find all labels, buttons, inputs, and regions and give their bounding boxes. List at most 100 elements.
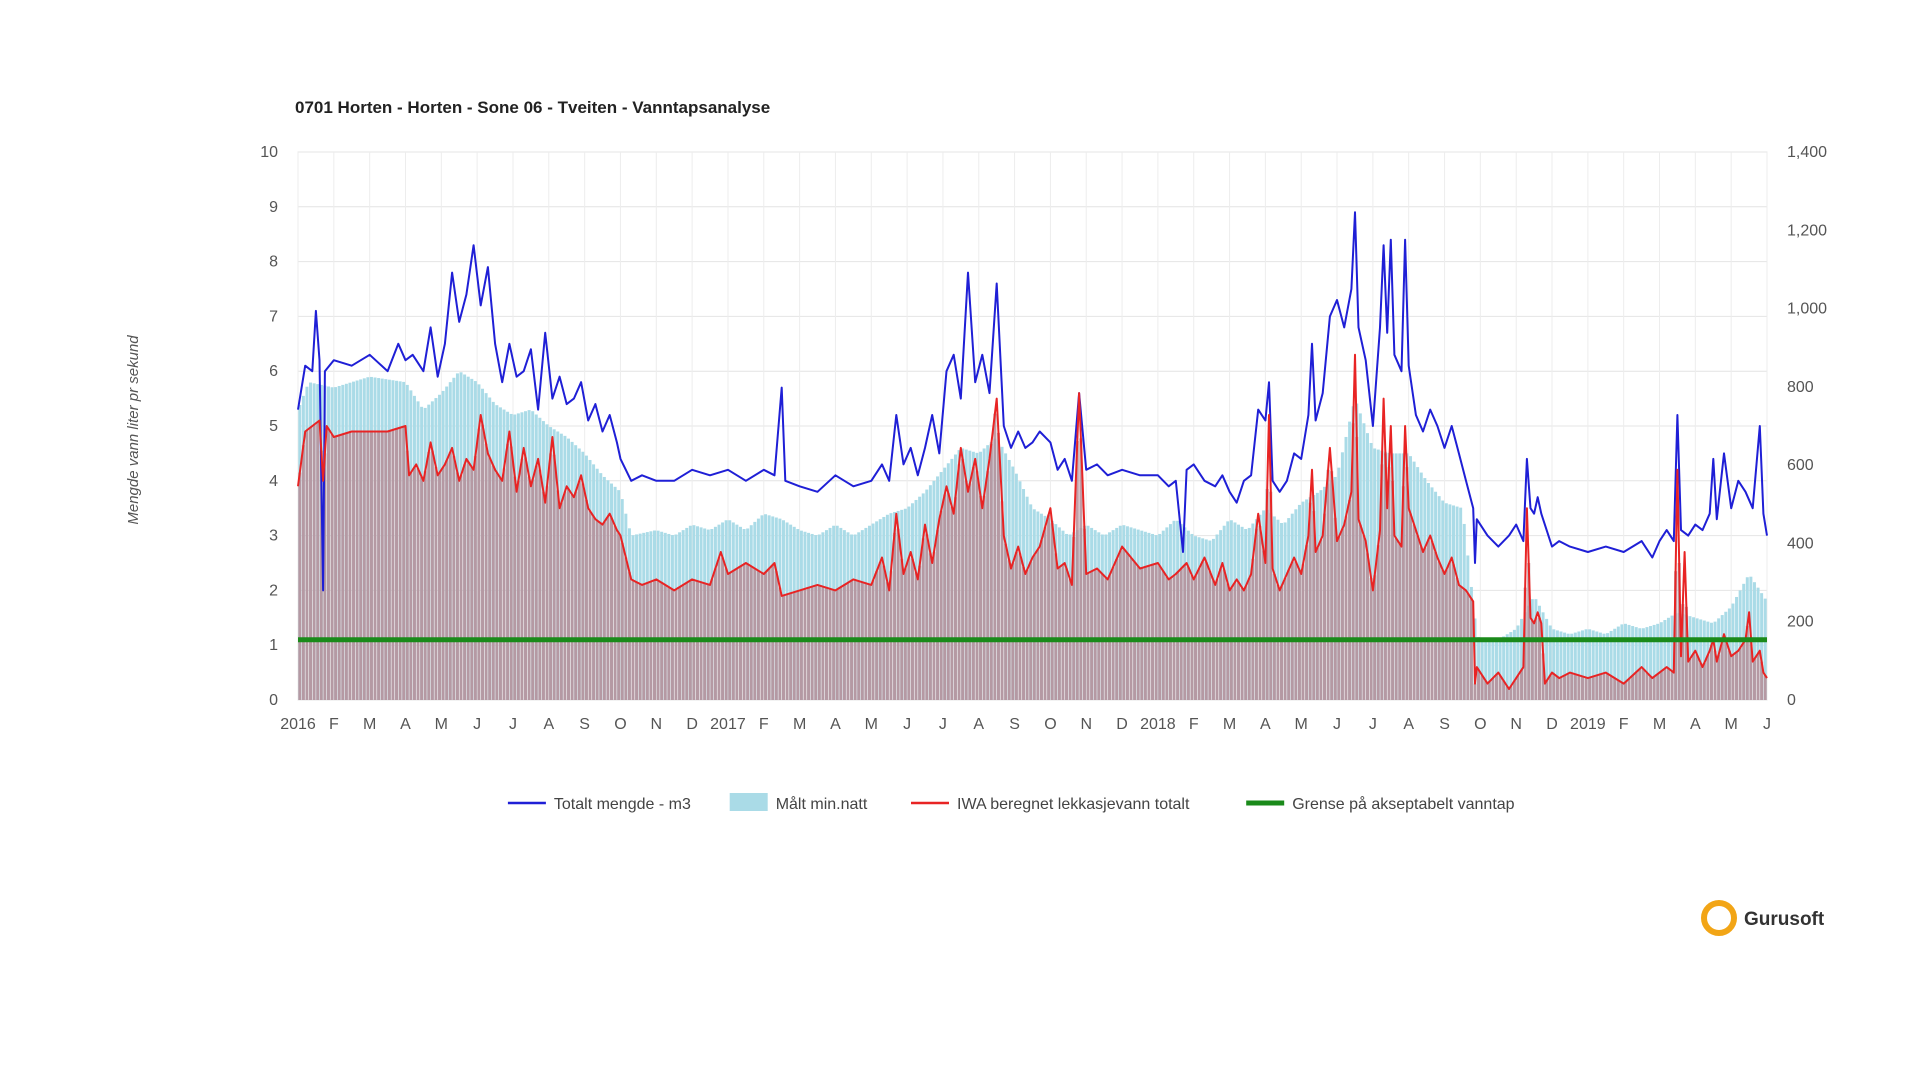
iwa-area-bar [817, 585, 821, 700]
iwa-area-bar [330, 434, 334, 700]
iwa-area-bar [1029, 561, 1033, 700]
iwa-area-bar [1631, 675, 1635, 700]
iwa-area-bar [1484, 680, 1488, 700]
iwa-area-bar [430, 450, 434, 700]
iwa-area-bar [1308, 502, 1312, 700]
iwa-area-bar [509, 446, 513, 700]
iwa-area-bar [796, 590, 800, 700]
iwa-area-bar [964, 480, 968, 700]
iwa-area-bar [1573, 674, 1577, 700]
x-tick-label: A [1260, 716, 1271, 733]
iwa-area-bar [1158, 565, 1162, 700]
iwa-area-bar [1183, 564, 1187, 700]
iwa-area-bar [1563, 675, 1567, 700]
iwa-area-bar [1014, 552, 1018, 700]
iwa-area-bar [1065, 568, 1069, 700]
series-line-2 [297, 353, 1768, 690]
x-tick-label: D [1546, 716, 1558, 733]
iwa-area-bar [832, 589, 836, 700]
x-tick-label: M [1653, 716, 1666, 733]
iwa-area-bar [1595, 675, 1599, 700]
iwa-area-bar [1287, 569, 1291, 700]
iwa-area-bar [1459, 586, 1463, 700]
iwa-area-bar [1082, 528, 1086, 700]
iwa-area-bar [1111, 567, 1115, 700]
iwa-area-bar [986, 471, 990, 700]
min-night-bar [1627, 624, 1631, 700]
iwa-area-bar [1609, 675, 1613, 700]
x-tick-label: A [1690, 716, 1701, 733]
iwa-area-bar [1047, 514, 1051, 700]
iwa-area-bar [1702, 663, 1706, 700]
gurusoft-logo-icon [1701, 900, 1737, 936]
iwa-area-bar [463, 464, 467, 700]
iwa-area-bar [495, 472, 499, 700]
x-tick-label: A [973, 716, 984, 733]
brand-name: Gurusoft [1744, 909, 1825, 930]
iwa-area-bar [1502, 680, 1506, 700]
iwa-area-bar [1559, 677, 1563, 700]
iwa-area-bar [1319, 539, 1323, 700]
iwa-area-bar [1627, 678, 1631, 700]
iwa-area-bar [1351, 423, 1355, 700]
min-night-bar [1623, 623, 1627, 700]
iwa-area-bar [731, 570, 735, 700]
iwa-area-bar [735, 568, 739, 700]
iwa-area-bar [541, 491, 545, 700]
iwa-area-bar [900, 558, 904, 700]
iwa-area-bar [1659, 671, 1663, 700]
min-night-bar [1735, 596, 1739, 700]
iwa-area-bar [774, 571, 778, 700]
iwa-area-bar [1262, 550, 1266, 700]
iwa-area-bar [1018, 553, 1022, 700]
iwa-area-bar [1122, 548, 1126, 700]
iwa-area-bar [441, 467, 445, 700]
iwa-area-bar [1534, 617, 1538, 700]
iwa-area-bar [1706, 654, 1710, 700]
y-tick-label: 3 [269, 528, 278, 545]
x-tick-label: M [1223, 716, 1236, 733]
x-tick-label: M [363, 716, 376, 733]
min-night-bar [1702, 620, 1706, 700]
iwa-area-bar [1197, 568, 1201, 700]
iwa-area-bar [1348, 499, 1352, 700]
iwa-area-bar [545, 486, 549, 700]
iwa-area-bar [1613, 678, 1617, 700]
iwa-area-bar [749, 566, 753, 700]
iwa-area-bar [1007, 560, 1011, 700]
iwa-area-bar [968, 483, 972, 700]
iwa-area-bar [559, 502, 563, 700]
iwa-area-bar [810, 586, 814, 700]
iwa-area-bar [1727, 650, 1731, 700]
min-night-bar [1760, 593, 1764, 700]
iwa-area-bar [724, 568, 728, 700]
x-tick-label: O [614, 716, 626, 733]
iwa-area-bar [1588, 677, 1592, 700]
iwa-area-bar [1061, 564, 1065, 700]
iwa-area-bar [1537, 617, 1541, 700]
iwa-area-bar [943, 494, 947, 700]
iwa-area-bar [466, 461, 470, 700]
iwa-area-bar [1663, 668, 1667, 700]
iwa-area-bar [936, 530, 940, 700]
legend-swatch [729, 793, 768, 811]
iwa-area-bar [1466, 593, 1470, 700]
iwa-area-bar [1401, 486, 1405, 700]
x-tick-label: J [939, 716, 947, 733]
min-night-bar [1516, 625, 1520, 700]
iwa-area-bar [1115, 558, 1119, 700]
iwa-area-bar [979, 495, 983, 700]
iwa-area-bar [1394, 538, 1398, 700]
iwa-area-bar [1161, 571, 1165, 700]
iwa-area-bar [620, 542, 624, 700]
iwa-area-bar [1437, 561, 1441, 700]
iwa-area-bar [1591, 676, 1595, 700]
iwa-area-bar [1176, 572, 1180, 700]
min-night-bar [1570, 633, 1574, 700]
iwa-area-bar [1598, 674, 1602, 700]
iwa-area-bar [932, 552, 936, 700]
iwa-area-bar [610, 517, 613, 700]
iwa-area-bar [1340, 528, 1344, 700]
iwa-area-bar [1487, 681, 1491, 700]
